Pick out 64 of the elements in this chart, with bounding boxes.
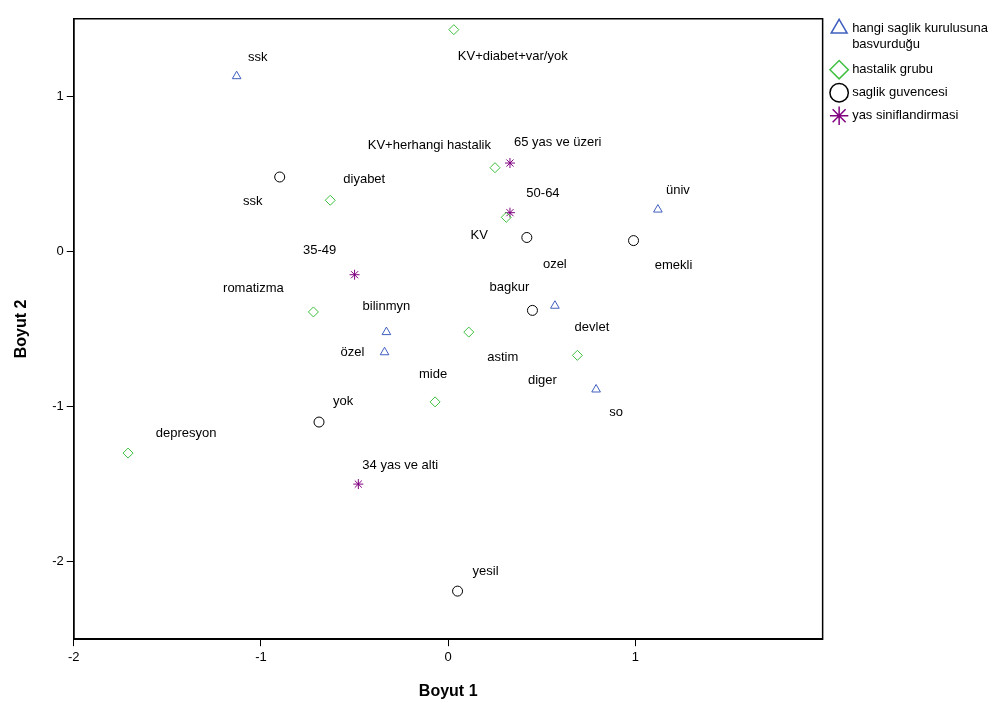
point	[571, 349, 583, 361]
x-axis-title: Boyut 1	[418, 681, 478, 699]
point	[628, 235, 640, 247]
legend-label: hastalik grubu	[852, 61, 934, 77]
x-tick-label: -1	[255, 648, 267, 664]
annotation: diyabet	[343, 170, 386, 186]
annotation: özel	[340, 343, 365, 359]
annotation: KV	[470, 226, 489, 242]
annotation: 50-64	[526, 185, 560, 201]
point	[504, 157, 516, 169]
point	[231, 70, 242, 80]
point	[463, 326, 475, 338]
annotation: depresyon	[155, 424, 217, 440]
annotation: astim	[487, 348, 519, 364]
point	[274, 171, 286, 183]
point	[448, 24, 460, 36]
annotation: diger	[527, 371, 558, 387]
annotation: romatizma	[223, 279, 285, 295]
point	[352, 478, 364, 490]
point	[349, 269, 361, 281]
point	[504, 207, 516, 219]
point	[452, 585, 464, 597]
annotation: KV+herhangi hastalik	[367, 137, 492, 153]
legend-label: yas siniflandirmasi	[852, 107, 959, 123]
annotation: bagkur	[489, 278, 530, 294]
point	[307, 306, 319, 318]
annotation: devlet	[574, 319, 610, 335]
point	[379, 346, 390, 356]
point	[122, 447, 134, 459]
annotation: ozel	[542, 256, 567, 272]
legend-label: hangi saglik kurulusuna basvurduğu	[852, 20, 989, 51]
point	[500, 211, 512, 223]
point	[526, 304, 538, 316]
point	[324, 194, 336, 206]
y-tick-label: -1	[52, 398, 64, 414]
annotation: KV+diabet+var/yok	[457, 48, 569, 64]
annotation: bilinmyn	[362, 297, 411, 313]
point	[653, 204, 663, 213]
annotation: yesil	[472, 562, 499, 578]
annotation: 65 yas ve üzeri	[513, 133, 602, 149]
annotation: ssk	[247, 48, 268, 64]
point	[550, 300, 560, 309]
annotation: 34 yas ve alti	[362, 456, 439, 472]
point	[429, 396, 441, 408]
y-tick-label: -2	[52, 553, 64, 569]
annotation: mide	[419, 366, 448, 382]
point	[489, 162, 501, 174]
annotation: üniv	[665, 182, 691, 198]
x-tick-label: -2	[67, 648, 80, 664]
x-tick-label: 1	[631, 648, 640, 664]
y-tick-label: 0	[56, 243, 64, 259]
annotation: ssk	[242, 192, 263, 208]
y-axis-title: Boyut 2	[12, 299, 30, 359]
point	[313, 416, 325, 428]
point	[591, 383, 601, 393]
annotation: so	[609, 404, 623, 420]
point	[381, 326, 392, 336]
annotation: yok	[332, 392, 354, 408]
point	[521, 231, 533, 243]
annotation: emekli	[654, 257, 693, 273]
annotation: 35-49	[302, 242, 337, 258]
x-tick-label: 0	[444, 648, 452, 664]
legend-label: saglik guvencesi	[852, 84, 948, 100]
y-tick-label: 1	[56, 87, 64, 103]
